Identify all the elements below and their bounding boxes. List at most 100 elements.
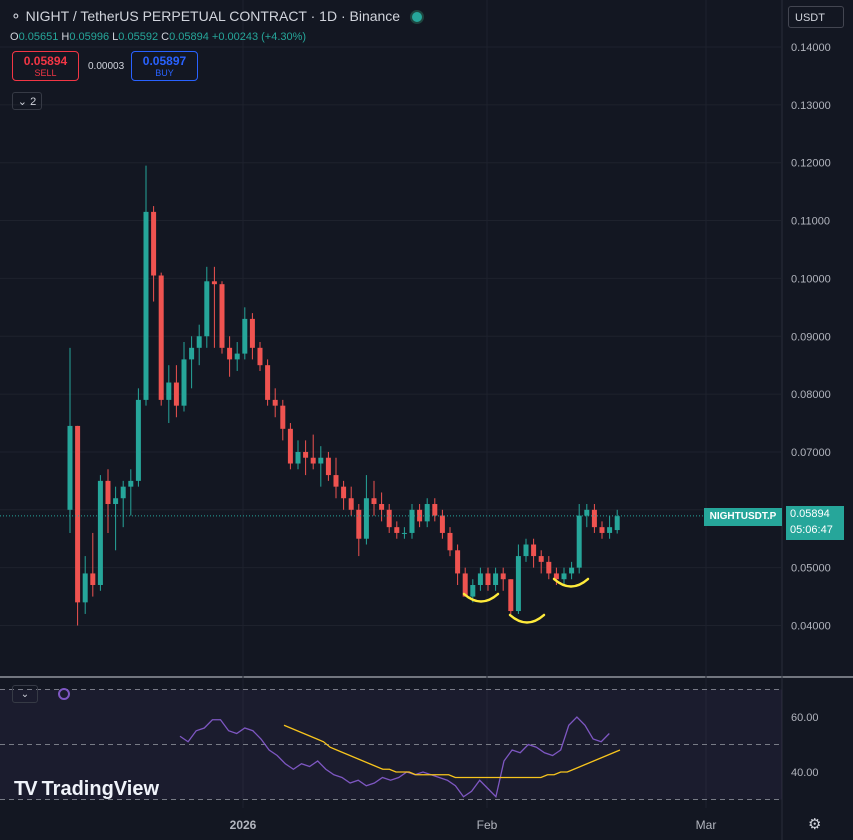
x-tick-label: 2026 xyxy=(230,818,257,832)
last-price: 0.05894 xyxy=(790,508,830,520)
candle-body xyxy=(211,281,217,285)
ohlc-readout: O0.05651 H0.05996 L0.05592 C0.05894 +0.0… xyxy=(10,31,307,43)
annotation-smile xyxy=(552,577,590,588)
candle-body xyxy=(75,425,81,603)
candle-body xyxy=(424,504,430,522)
rsi-y-tick-label: 40.00 xyxy=(791,767,819,779)
y-tick-label: 0.09000 xyxy=(791,331,831,343)
settings-gear-icon[interactable]: ⚙ xyxy=(808,816,822,833)
candle-body xyxy=(158,275,164,400)
candle-body xyxy=(515,556,521,612)
candle-body xyxy=(561,573,567,580)
candle-body xyxy=(113,498,119,505)
candle-body xyxy=(379,504,385,510)
y-tick-label: 0.13000 xyxy=(791,100,831,112)
candle-body xyxy=(272,399,278,406)
candle-body xyxy=(477,573,483,586)
candle-body xyxy=(265,365,271,400)
candle-body xyxy=(295,451,301,464)
rsi-ma-line xyxy=(283,724,621,779)
candle-body xyxy=(303,451,309,458)
open-value: 0.05651 xyxy=(18,31,59,43)
x-tick-label: Mar xyxy=(696,818,717,832)
y-tick-label: 0.10000 xyxy=(791,273,831,285)
candle-body xyxy=(447,532,453,551)
candle-body xyxy=(455,550,461,574)
candle-body xyxy=(500,573,506,580)
candle-body xyxy=(173,382,179,406)
candle-body xyxy=(341,486,347,499)
candle-body xyxy=(287,428,293,464)
sell-button[interactable]: 0.05894 SELL xyxy=(12,51,79,81)
annotation-smile xyxy=(508,613,546,624)
close-value: 0.05894 xyxy=(169,31,209,43)
candle-body xyxy=(363,498,369,539)
candle-body xyxy=(386,509,392,528)
indicators-toggle-button[interactable]: ⌄ 2 xyxy=(12,92,42,110)
candle-body xyxy=(219,284,225,348)
candle-body xyxy=(97,480,103,586)
candle-body xyxy=(462,573,468,597)
y-tick-label: 0.12000 xyxy=(791,158,831,170)
candle-body xyxy=(394,527,400,533)
candle-body xyxy=(409,509,415,533)
symbol-title: NIGHT / TetherUS PERPETUAL CONTRACT · 1D… xyxy=(25,8,401,24)
candle-body xyxy=(348,498,354,510)
candle-body xyxy=(90,573,96,586)
last-price-label: 0.05894 05:06:47 xyxy=(786,506,844,540)
y-tick-label: 0.07000 xyxy=(791,447,831,459)
candle-body xyxy=(105,480,111,505)
candle-body xyxy=(470,585,476,597)
candle-body xyxy=(189,347,195,360)
symbol-header[interactable]: ⚬ NIGHT / TetherUS PERPETUAL CONTRACT · … xyxy=(10,8,424,25)
candle-body xyxy=(128,480,134,487)
candle-body xyxy=(196,336,202,348)
candle-body xyxy=(553,573,559,580)
candle-body xyxy=(120,486,126,499)
y-tick-label: 0.04000 xyxy=(791,621,831,633)
change-value: +0.00243 (+4.30%) xyxy=(211,31,307,43)
candle-body xyxy=(249,318,255,348)
candle-body xyxy=(143,211,149,400)
candle-body xyxy=(371,498,377,505)
rsi-y-tick-label: 60.00 xyxy=(791,712,819,724)
candle-body xyxy=(257,347,263,366)
candle-body xyxy=(599,527,605,533)
y-tick-label: 0.05000 xyxy=(791,563,831,575)
low-value: 0.05592 xyxy=(118,31,159,43)
candle-body xyxy=(591,509,597,528)
candle-body xyxy=(325,457,331,476)
annotation-smile xyxy=(462,592,500,603)
currency-selector[interactable]: USDT xyxy=(788,6,844,28)
spread-value: 0.00003 xyxy=(88,61,125,72)
rsi-indicator-icon[interactable] xyxy=(58,688,70,700)
rsi-line xyxy=(179,716,610,799)
candle-body xyxy=(614,516,620,531)
candle-body xyxy=(401,532,407,534)
symbol-price-label: NIGHTUSDT.P xyxy=(704,508,782,526)
candle-body xyxy=(531,544,537,557)
buy-label: BUY xyxy=(155,68,174,78)
symbol-icon: ⚬ xyxy=(10,8,22,24)
y-tick-label: 0.14000 xyxy=(791,42,831,54)
y-tick-label: 0.08000 xyxy=(791,389,831,401)
candle-body xyxy=(181,359,187,406)
bar-countdown: 05:06:47 xyxy=(790,524,833,536)
candle-body xyxy=(432,504,438,516)
candle-body xyxy=(607,527,613,533)
candle-body xyxy=(417,509,423,522)
candle-body xyxy=(310,457,316,464)
y-tick-label: 0.11000 xyxy=(791,216,830,228)
buy-price: 0.05897 xyxy=(142,54,187,68)
buy-button[interactable]: 0.05897 BUY xyxy=(131,51,198,81)
tradingview-logo: TV TradingView xyxy=(14,778,160,800)
sell-label: SELL xyxy=(34,68,57,78)
candle-body xyxy=(439,515,445,533)
rsi-collapse-button[interactable]: ⌄ xyxy=(12,685,38,703)
sell-price: 0.05894 xyxy=(23,54,68,68)
candle-body xyxy=(333,475,339,487)
candle-body xyxy=(569,567,575,574)
candle-body xyxy=(493,573,499,586)
